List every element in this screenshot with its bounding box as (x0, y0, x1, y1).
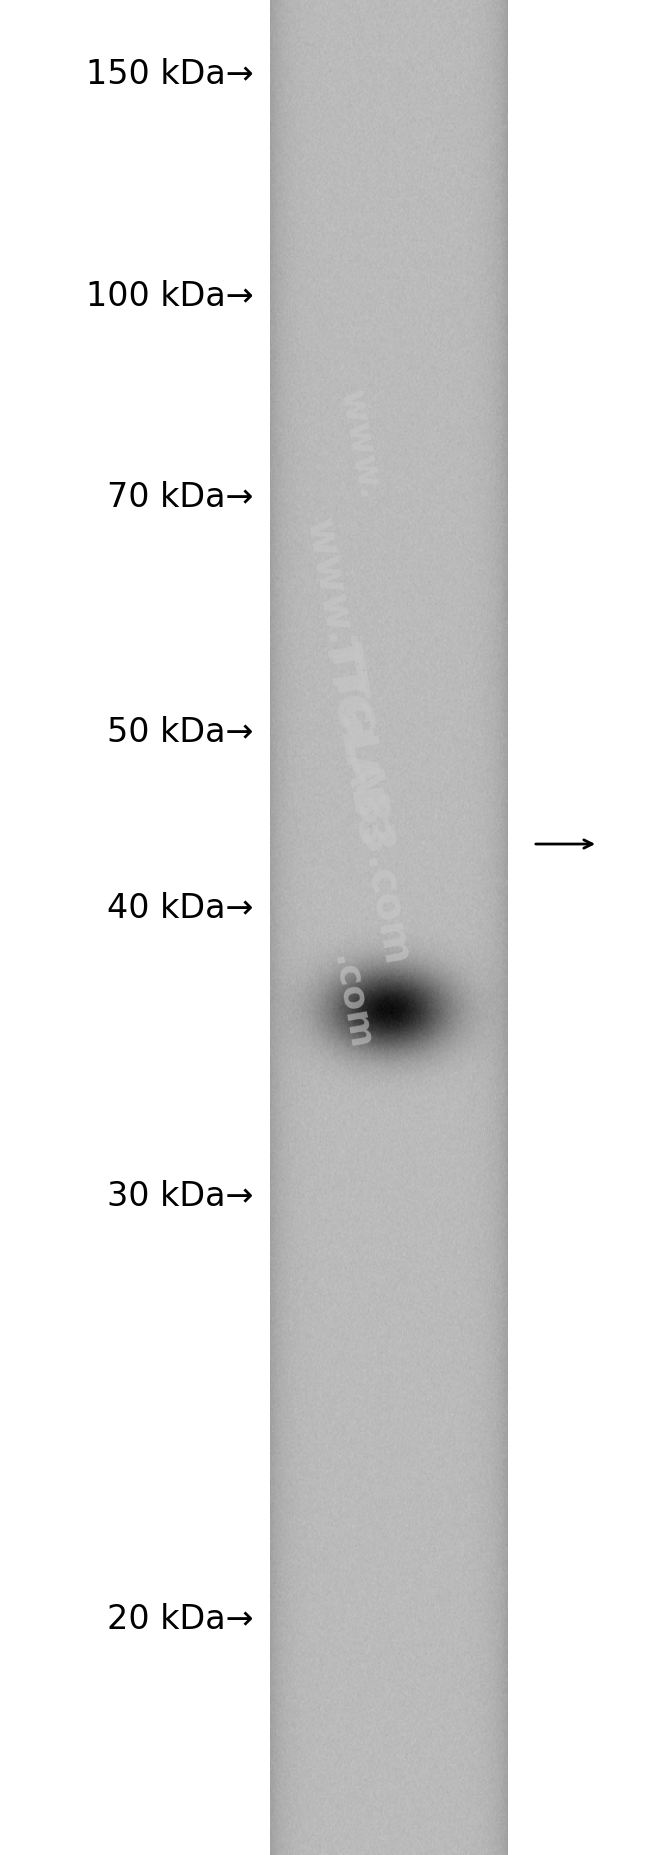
Text: 70 kDa→: 70 kDa→ (107, 480, 254, 514)
Text: 30 kDa→: 30 kDa→ (107, 1180, 254, 1213)
Text: 100 kDa→: 100 kDa→ (86, 280, 254, 313)
Text: .com: .com (326, 952, 376, 1052)
Text: 50 kDa→: 50 kDa→ (107, 716, 254, 749)
Text: 150 kDa→: 150 kDa→ (86, 58, 254, 91)
Text: TTGLAB3: TTGLAB3 (315, 634, 393, 850)
Text: 40 kDa→: 40 kDa→ (107, 892, 254, 926)
Text: www.: www. (334, 388, 387, 503)
Text: 20 kDa→: 20 kDa→ (107, 1603, 254, 1636)
Text: www.TTGLAB3.com: www.TTGLAB3.com (298, 516, 417, 968)
